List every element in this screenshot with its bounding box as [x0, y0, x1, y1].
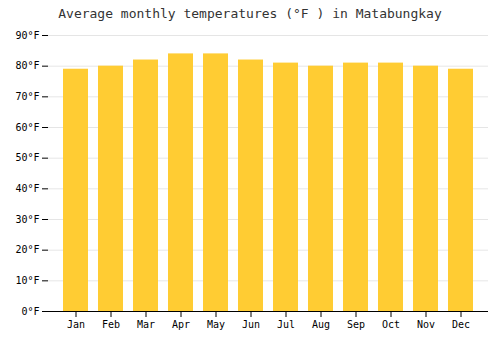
svg-text:Sep: Sep [347, 319, 365, 330]
svg-text:70°F: 70°F [15, 91, 39, 102]
svg-text:Jul: Jul [277, 319, 295, 330]
html-text:Average monthly temperatures (: Average monthly temperatures (°F ) in Ma… [58, 6, 442, 21]
svg-text:0°F: 0°F [21, 306, 39, 317]
svg-text:Nov: Nov [417, 319, 435, 330]
svg-text:20°F: 20°F [15, 244, 39, 255]
svg-text:Apr: Apr [172, 319, 190, 330]
svg-text:40°F: 40°F [15, 183, 39, 194]
svg-text:10°F: 10°F [15, 275, 39, 286]
svg-text:60°F: 60°F [15, 122, 39, 133]
svg-text:30°F: 30°F [15, 214, 39, 225]
svg-text:Oct: Oct [382, 319, 400, 330]
svg-text:Feb: Feb [102, 319, 120, 330]
svg-text:Aug: Aug [312, 319, 330, 330]
svg-text:50°F: 50°F [15, 152, 39, 163]
svg-text:Dec: Dec [452, 319, 470, 330]
svg-text:Jan: Jan [67, 319, 85, 330]
svg-text:80°F: 80°F [15, 60, 39, 71]
svg-text:Jun: Jun [242, 319, 260, 330]
svg-text:Mar: Mar [137, 319, 155, 330]
svg-text:May: May [207, 319, 225, 330]
svg-text:90°F: 90°F [15, 30, 39, 41]
